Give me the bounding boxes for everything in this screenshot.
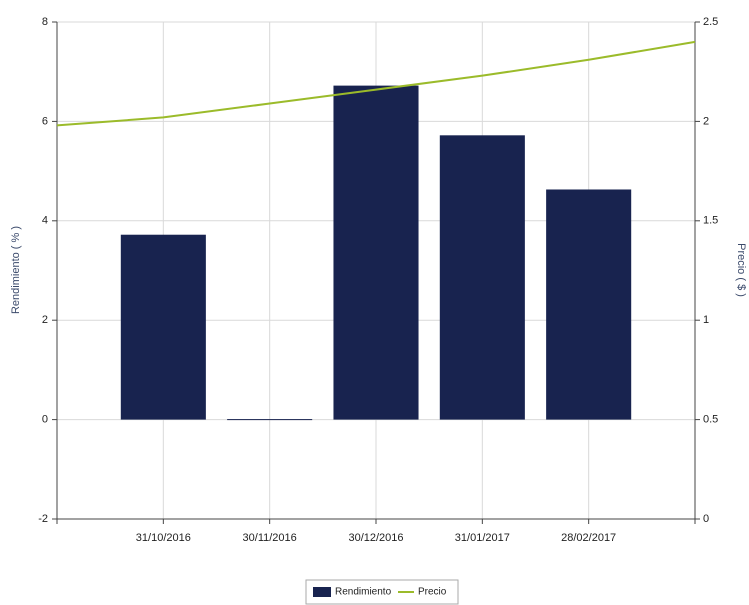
y2-tick-label: 2 bbox=[703, 115, 709, 127]
y-axis-title: Rendimiento ( % ) bbox=[10, 226, 22, 314]
y2-tick-label: 0.5 bbox=[703, 414, 718, 426]
legend-label: Precio bbox=[418, 587, 447, 598]
y-tick-label: -2 bbox=[38, 513, 48, 525]
y-tick-label: 4 bbox=[42, 215, 48, 227]
bar bbox=[333, 85, 419, 420]
legend-box bbox=[305, 579, 459, 605]
y2-tick-label: 1 bbox=[703, 314, 709, 326]
y-tick-label: 2 bbox=[42, 314, 48, 326]
x-tick-label: 31/01/2017 bbox=[455, 532, 510, 544]
x-tick-label: 30/12/2016 bbox=[348, 532, 403, 544]
y2-tick-label: 2.5 bbox=[703, 16, 718, 28]
x-tick-label: 30/11/2016 bbox=[243, 532, 297, 544]
legend-label: Rendimiento bbox=[335, 587, 392, 598]
bar bbox=[227, 419, 313, 421]
x-tick-label: 31/10/2016 bbox=[136, 532, 191, 544]
y2-tick-label: 1.5 bbox=[703, 215, 718, 227]
price-line bbox=[56, 40, 696, 127]
y2-tick-label: 0 bbox=[703, 513, 709, 525]
legend-swatch bbox=[313, 587, 331, 597]
y-tick-label: 6 bbox=[42, 115, 48, 127]
bar bbox=[546, 189, 632, 420]
x-tick-label: 28/02/2017 bbox=[561, 532, 616, 544]
bar bbox=[439, 135, 525, 420]
y2-axis-title: Precio ( $ ) bbox=[735, 243, 747, 297]
y-tick-label: 0 bbox=[42, 414, 48, 426]
bar bbox=[120, 234, 206, 420]
y-tick-label: 8 bbox=[42, 16, 48, 28]
